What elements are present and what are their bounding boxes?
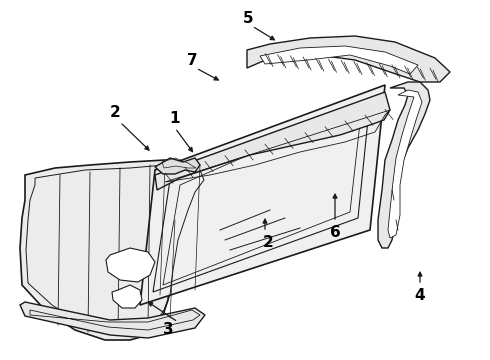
Polygon shape [260, 46, 418, 74]
Polygon shape [155, 92, 390, 190]
Polygon shape [155, 158, 200, 174]
Text: 4: 4 [415, 288, 425, 302]
Text: 2: 2 [263, 234, 273, 249]
Polygon shape [106, 248, 155, 282]
Text: 7: 7 [187, 53, 197, 68]
Text: 2: 2 [110, 104, 121, 120]
Text: 5: 5 [243, 10, 253, 26]
Polygon shape [140, 85, 385, 305]
Polygon shape [247, 36, 450, 82]
Polygon shape [388, 90, 422, 238]
Text: 6: 6 [330, 225, 341, 239]
Polygon shape [20, 160, 210, 340]
Text: 1: 1 [170, 111, 180, 126]
Polygon shape [20, 302, 205, 338]
Text: 3: 3 [163, 323, 173, 338]
Polygon shape [112, 285, 142, 308]
Polygon shape [378, 82, 430, 248]
